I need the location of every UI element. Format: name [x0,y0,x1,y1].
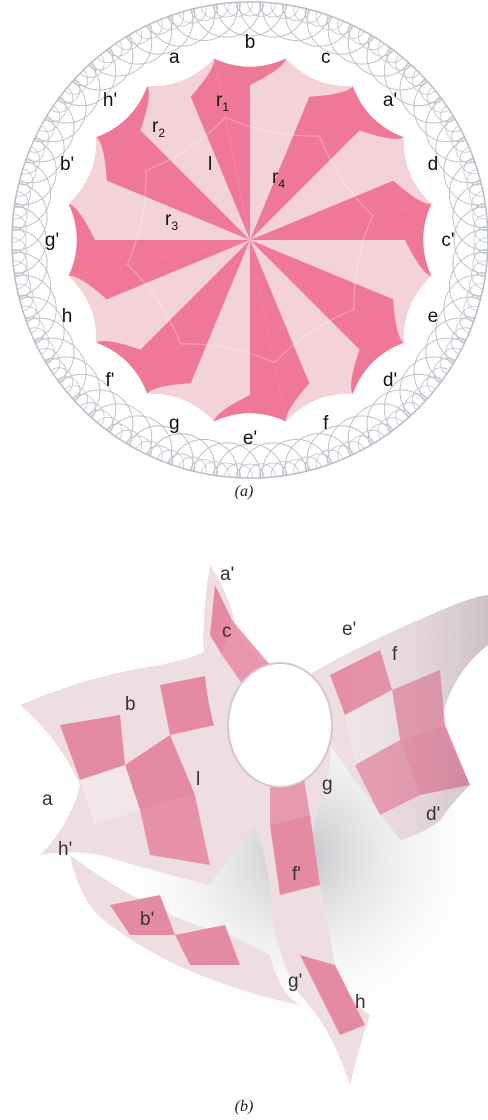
octagon-arc [145,117,226,172]
caption-a: (a) [234,483,254,500]
edge-label: d' [383,370,397,391]
edge-label: f' [106,370,115,391]
surface-label: b' [140,909,154,930]
edge-label: h [62,306,73,327]
tiling-subsector [250,240,360,394]
grid-arc [215,443,285,478]
tiling-subsector [96,240,250,350]
tiling-subsector [250,58,287,241]
grid-arc [453,205,488,275]
edge-label: b [245,32,256,53]
octagon-arc [127,264,182,345]
tiling-sector [68,240,251,343]
edge-label: c [321,47,331,68]
tiling-subsector [250,240,432,277]
octagon-arc [225,116,320,137]
tiling-subsector [250,240,310,422]
tiling-subsector [68,240,251,300]
surface-label: g' [288,971,302,992]
octagon-arc [274,308,355,363]
surface-label: e' [342,619,356,640]
left-sheet [20,645,256,885]
surface-labels: a' c e' f b l a g d' h' f' b' g' h [42,564,440,1013]
right-sheet [312,595,488,840]
tiling-sector [250,137,432,240]
figure-b-surface-render: a' c e' f b l a g d' h' f' b' g' h [0,525,488,1100]
octagon-arc [180,343,275,364]
edge-label: a' [383,90,397,111]
octagon-sectors [68,58,432,422]
tiling-subsector [213,240,250,422]
edge-label: d [428,154,439,175]
grid-arc-small [12,225,27,255]
edge-label: g [169,413,180,434]
tiling-sector [147,58,250,241]
tiling-sector [250,240,353,422]
grid-arc-small [235,463,265,478]
grid-arc [12,205,47,275]
tiling-subsector [190,58,250,241]
tiling-sector [250,86,404,240]
region-label-r3: r3 [165,209,178,233]
surface-label: b [125,694,136,715]
surface-label: f [392,644,398,665]
tiling-subsector [68,203,251,240]
edge-label: f [323,413,329,434]
octagon-arc [353,215,374,310]
tiling-subsector [250,130,404,240]
tiling-subsector [140,86,250,240]
edge-label: c' [441,230,454,251]
surface-label: h [355,992,366,1013]
surface-label: f' [292,864,301,885]
surface-label: a' [220,564,234,585]
tiling-subsector [250,86,353,240]
grid-arc-small [235,2,265,17]
octagon-arc [318,135,373,216]
edge-label: g' [45,230,59,251]
surface-label: l [196,769,200,790]
surface-label: g [322,774,333,795]
poincare-disk: a b c a' d c' e d' f e' g f' h g' b' h' r1 r2 r3 r4 l [11,1,488,479]
tiling-subsector [96,137,250,240]
region-label-r1: r1 [216,90,229,114]
edge-labels: a b c a' d c' e d' f e' g f' h g' b' h' [45,32,455,449]
minimal-surface: a' c e' f b l a g d' h' f' b' g' h [20,564,488,1085]
surface-label: d' [426,804,440,825]
region-label-l: l [208,154,212,175]
edge-label: b' [60,154,74,175]
surface-label: c [222,621,232,642]
octagon-arc [126,170,147,265]
grid-arc-small [473,225,488,255]
region-label-r4: r4 [272,167,285,191]
surface-label: h' [58,839,72,860]
surface-label: a [42,789,53,810]
lower-skirt [70,855,300,1005]
figure-a-hyperbolic-tiling: a b c a' d c' e d' f e' g f' h g' b' h' r1 r2 r3 r4 l [0,0,488,505]
edge-label: h' [103,90,117,111]
edge-label: e [428,306,439,327]
tiling-subsector [250,180,432,240]
surface-hole [227,662,333,788]
grid-arc [215,2,285,37]
caption-b: (b) [234,1098,254,1115]
edge-label: a [169,47,180,68]
region-labels: r1 r2 r3 r4 l [152,90,285,233]
edge-label: e' [243,428,257,449]
region-label-r2: r2 [152,116,165,140]
